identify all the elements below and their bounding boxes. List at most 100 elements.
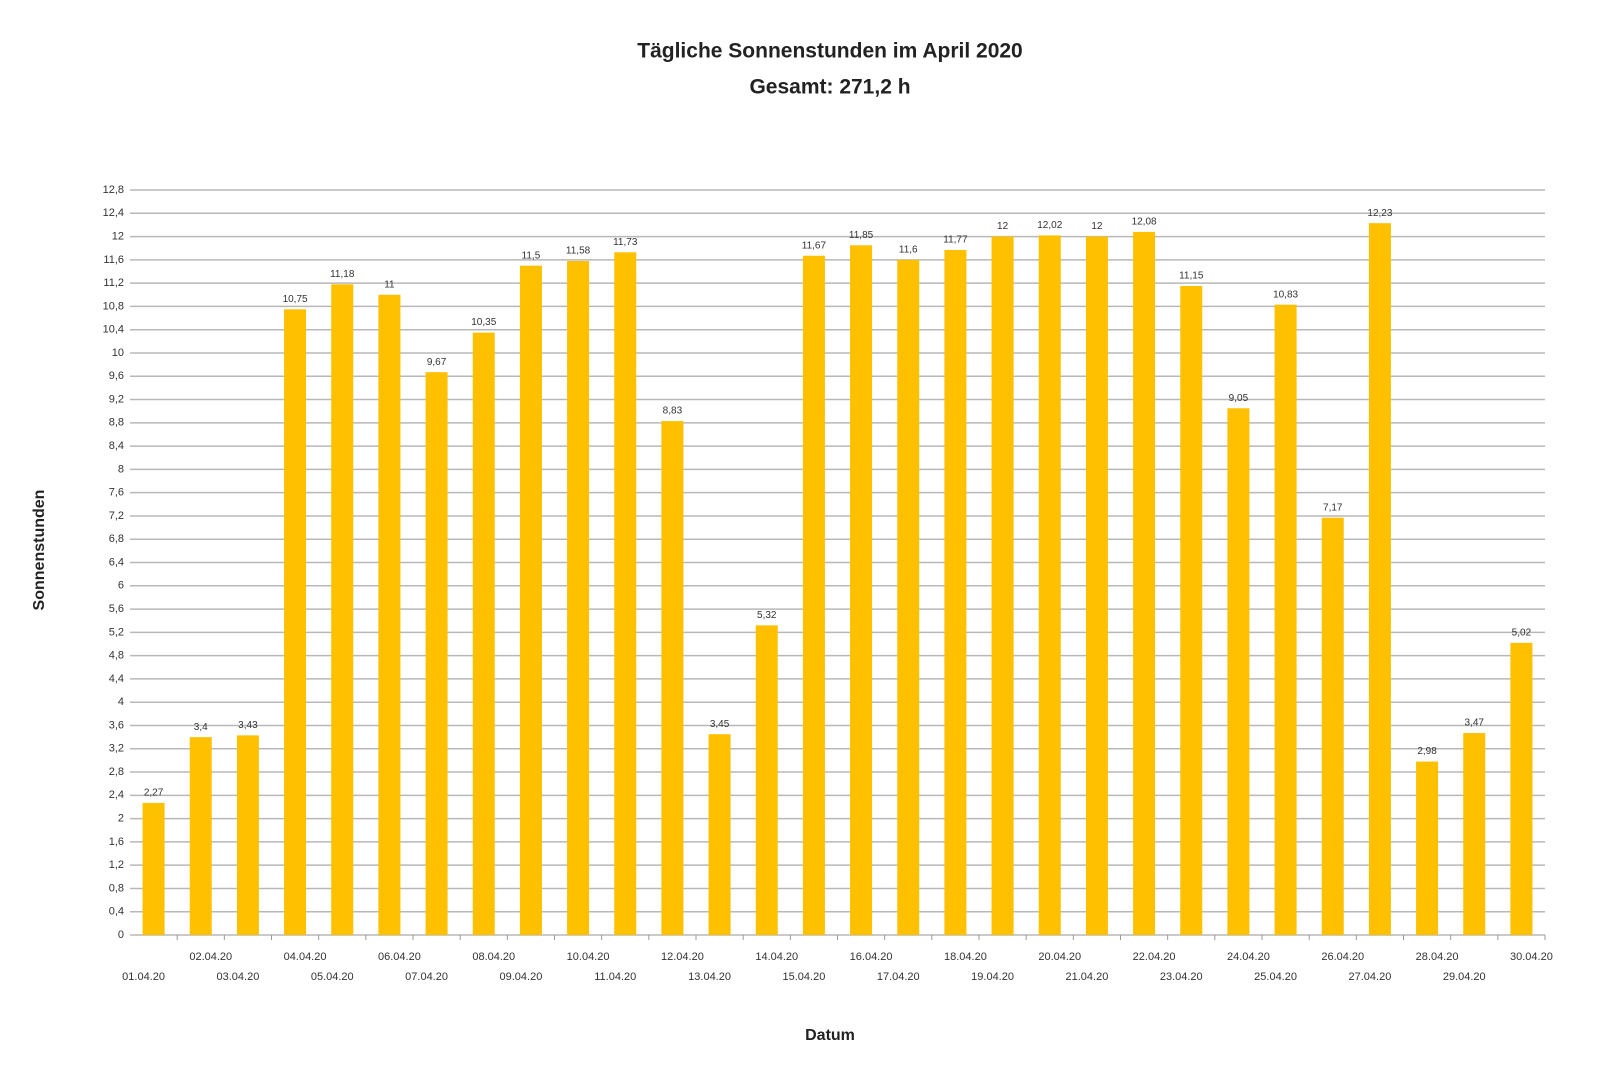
x-tick-label: 21.04.20 <box>1066 971 1109 983</box>
x-tick-label: 11.04.20 <box>594 971 636 983</box>
y-tick-label: 7,2 <box>109 510 124 522</box>
y-axis-title: Sonnenstunden <box>31 490 48 611</box>
x-tick-label: 19.04.20 <box>971 971 1014 983</box>
value-label: 12 <box>1091 221 1103 232</box>
x-axis-title: Datum <box>805 1027 855 1044</box>
y-tick-label: 11,6 <box>103 254 124 266</box>
value-label: 12,08 <box>1132 217 1157 228</box>
y-tick-label: 10 <box>112 347 124 359</box>
y-tick-label: 3,6 <box>109 719 124 731</box>
value-label: 11,6 <box>899 244 918 255</box>
y-tick-label: 6 <box>118 580 124 592</box>
y-tick-label: 12,4 <box>103 207 124 219</box>
x-tick-label: 05.04.20 <box>311 971 354 983</box>
value-label: 3,4 <box>194 722 208 733</box>
y-tick-label: 11,2 <box>103 277 124 289</box>
value-label: 2,98 <box>1417 746 1437 757</box>
y-tick-label: 6,8 <box>109 533 124 545</box>
bar <box>614 252 637 935</box>
y-tick-label: 2,4 <box>109 789 124 801</box>
bar <box>1463 733 1486 935</box>
value-label: 12 <box>997 221 1009 232</box>
y-tick-label: 2 <box>118 813 124 825</box>
bar <box>850 245 873 935</box>
value-label: 10,75 <box>283 294 308 305</box>
x-tick-label: 15.04.20 <box>783 971 826 983</box>
y-tick-label: 8,8 <box>109 417 124 429</box>
x-tick-label: 01.04.20 <box>122 971 165 983</box>
value-label: 5,02 <box>1512 627 1532 638</box>
x-tick-label: 29.04.20 <box>1443 971 1486 983</box>
bar <box>1321 517 1344 935</box>
value-label: 3,45 <box>710 719 730 730</box>
y-tick-label: 10,8 <box>103 300 124 312</box>
value-label: 11 <box>384 279 395 290</box>
y-tick-label: 12 <box>112 230 124 242</box>
bar <box>991 236 1014 935</box>
bar <box>1038 235 1061 935</box>
y-tick-label: 0,8 <box>109 882 124 894</box>
bar <box>708 734 731 935</box>
bar <box>802 255 825 935</box>
bar <box>425 372 448 935</box>
value-label: 11,73 <box>613 237 638 248</box>
bar <box>519 265 542 935</box>
bar <box>944 249 967 935</box>
x-tick-label: 12.04.20 <box>661 951 704 963</box>
y-tick-label: 7,6 <box>109 487 124 499</box>
bar <box>284 309 307 935</box>
bar <box>189 737 212 935</box>
y-tick-label: 4,8 <box>109 650 124 662</box>
chart-title: Tägliche Sonnenstunden im April 2020 <box>637 40 1022 63</box>
x-tick-label: 10.04.20 <box>567 951 610 963</box>
value-label: 9,05 <box>1229 393 1249 404</box>
x-tick-label: 26.04.20 <box>1321 951 1364 963</box>
value-label: 8,83 <box>663 406 683 417</box>
y-tick-label: 10,4 <box>103 324 124 336</box>
bar <box>378 294 401 935</box>
x-tick-label: 02.04.20 <box>189 951 232 963</box>
x-tick-label: 20.04.20 <box>1038 951 1081 963</box>
bar <box>142 802 165 935</box>
value-label: 10,83 <box>1273 289 1298 300</box>
x-tick-label: 27.04.20 <box>1349 971 1392 983</box>
y-tick-label: 9,2 <box>109 393 124 405</box>
x-tick-label: 04.04.20 <box>284 951 327 963</box>
x-tick-label: 16.04.20 <box>850 951 893 963</box>
x-tick-label: 22.04.20 <box>1133 951 1176 963</box>
y-tick-label: 9,6 <box>109 370 124 382</box>
value-label: 3,47 <box>1465 718 1485 729</box>
x-tick-label: 09.04.20 <box>500 971 543 983</box>
chart-subtitle: Gesamt: 271,2 h <box>749 76 910 99</box>
bar <box>1510 642 1533 935</box>
bar <box>1416 761 1439 935</box>
value-label: 11,67 <box>802 240 827 251</box>
x-tick-label: 08.04.20 <box>472 951 515 963</box>
y-tick-label: 4 <box>118 696 124 708</box>
x-tick-label: 17.04.20 <box>877 971 920 983</box>
x-tick-label: 03.04.20 <box>217 971 260 983</box>
x-tick-label: 18.04.20 <box>944 951 987 963</box>
bar <box>567 261 590 935</box>
bar <box>1368 223 1391 935</box>
bar <box>1133 231 1156 935</box>
bar <box>755 625 778 935</box>
y-tick-label: 8 <box>118 463 124 475</box>
bar <box>897 259 920 935</box>
x-tick-label: 13.04.20 <box>688 971 731 983</box>
y-tick-label: 12,8 <box>103 184 124 196</box>
y-tick-label: 5,2 <box>109 626 124 638</box>
value-label: 2,27 <box>144 788 164 799</box>
bar <box>236 735 259 935</box>
value-label: 5,32 <box>757 610 777 621</box>
value-label: 10,35 <box>471 317 496 328</box>
y-tick-label: 1,2 <box>109 859 124 871</box>
value-label: 9,67 <box>427 357 447 368</box>
bar <box>1227 408 1250 935</box>
x-tick-label: 25.04.20 <box>1254 971 1297 983</box>
x-tick-label: 28.04.20 <box>1416 951 1459 963</box>
y-tick-label: 2,8 <box>109 766 124 778</box>
bar <box>661 421 684 935</box>
y-tick-label: 4,4 <box>109 673 124 685</box>
x-tick-label: 14.04.20 <box>755 951 798 963</box>
